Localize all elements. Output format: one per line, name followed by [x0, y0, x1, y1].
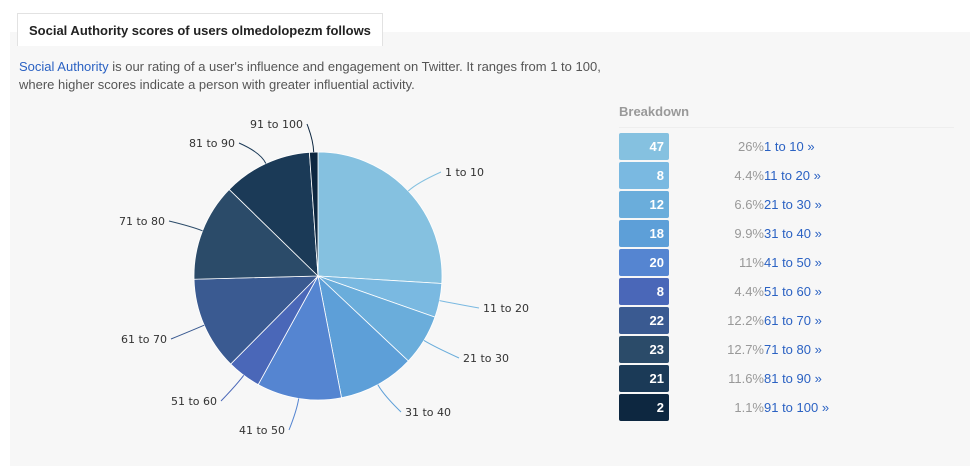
pie-leader-line — [407, 171, 442, 192]
breakdown-count-badge: 21 — [619, 365, 669, 392]
pie-leader-line — [306, 123, 315, 153]
pie-slice[interactable] — [308, 151, 319, 277]
pie-leader-line — [377, 384, 402, 413]
pie-slice-label: 41 to 50 — [239, 424, 285, 437]
pie-leader-line — [423, 340, 460, 359]
breakdown-range-link[interactable]: 71 to 80 » — [764, 342, 822, 357]
pie-chart: 1 to 10 11 to 20 21 to 30 31 to 40 41 to 50 5… — [119, 118, 529, 437]
breakdown-range-link[interactable]: 1 to 10 » — [764, 139, 815, 154]
pie-slice-label: 21 to 30 — [463, 352, 509, 365]
pie-slice[interactable] — [317, 274, 409, 399]
breakdown-range-link[interactable]: 31 to 40 » — [764, 226, 822, 241]
breakdown-percent: 4.4% — [734, 168, 764, 183]
breakdown-range-link[interactable]: 11 to 20 » — [764, 168, 821, 183]
pie-slice[interactable] — [193, 188, 319, 280]
breakdown-percent: 12.7% — [727, 342, 764, 357]
breakdown-percent: 4.4% — [734, 284, 764, 299]
breakdown-row: 22 12.2% 61 to 70 » — [619, 307, 959, 334]
breakdown-row: 8 4.4% 51 to 60 » — [619, 278, 959, 305]
pie-slice-label: 71 to 80 — [119, 215, 165, 228]
pie-slice[interactable] — [228, 151, 319, 278]
breakdown-range-link[interactable]: 21 to 30 » — [764, 197, 822, 212]
breakdown-percent: 9.9% — [734, 226, 764, 241]
breakdown-range-link[interactable]: 61 to 70 » — [764, 313, 822, 328]
pie-leader-line — [238, 142, 267, 164]
pie-slice-label: 11 to 20 — [483, 302, 529, 315]
breakdown-count-badge: 22 — [619, 307, 669, 334]
breakdown-row: 20 11% 41 to 50 » — [619, 249, 959, 276]
breakdown-row: 23 12.7% 71 to 80 » — [619, 336, 959, 363]
breakdown-range-link[interactable]: 41 to 50 » — [764, 255, 822, 270]
breakdown-row: 18 9.9% 31 to 40 » — [619, 220, 959, 247]
breakdown-range-link[interactable]: 91 to 100 » — [764, 400, 830, 415]
pie-slice-label: 1 to 10 — [445, 166, 484, 179]
breakdown-divider — [619, 127, 954, 128]
pie-leader-line — [170, 324, 205, 340]
content-panel — [10, 32, 970, 466]
description-text: is our rating of a user's influence and … — [19, 59, 601, 92]
breakdown-count-badge: 2 — [619, 394, 669, 421]
breakdown-percent: 26% — [737, 139, 764, 154]
breakdown-row: 47 26% 1 to 10 » — [619, 133, 959, 160]
breakdown-count-badge: 8 — [619, 278, 669, 305]
breakdown-percent: 12.2% — [727, 313, 764, 328]
breakdown-count-badge: 47 — [619, 133, 669, 160]
breakdown-row: 12 6.6% 21 to 30 » — [619, 191, 959, 218]
breakdown-percent: 1.1% — [734, 400, 764, 415]
breakdown-percent: 11.6% — [728, 371, 764, 386]
breakdown-range-link[interactable]: 51 to 60 » — [764, 284, 822, 299]
description: Social Authority is our rating of a user… — [19, 58, 619, 94]
breakdown-title: Breakdown — [619, 104, 690, 119]
pie-leader-line — [288, 398, 300, 431]
pie-leader-line — [439, 300, 480, 309]
breakdown-percent: 6.6% — [734, 197, 764, 212]
breakdown-count-badge: 8 — [619, 162, 669, 189]
breakdown-row: 2 1.1% 91 to 100 » — [619, 394, 959, 421]
breakdown-count-badge: 12 — [619, 191, 669, 218]
pie-leader-line — [168, 220, 203, 232]
breakdown-row: 8 4.4% 11 to 20 » — [619, 162, 959, 189]
page-title: Social Authority scores of users olmedol… — [17, 13, 383, 46]
breakdown-count-badge: 23 — [619, 336, 669, 363]
pie-slice-label: 91 to 100 — [250, 118, 303, 131]
breakdown-percent: 11% — [738, 255, 764, 270]
pie-slice[interactable] — [193, 275, 319, 365]
pie-slice[interactable] — [317, 151, 443, 284]
pie-slice-label: 61 to 70 — [121, 333, 167, 346]
pie-slice-label: 81 to 90 — [189, 137, 235, 150]
pie-slice-label: 31 to 40 — [405, 406, 451, 419]
breakdown-count-badge: 18 — [619, 220, 669, 247]
breakdown-count-badge: 20 — [619, 249, 669, 276]
social-authority-link[interactable]: Social Authority — [19, 59, 109, 74]
breakdown-range-link[interactable]: 81 to 90 » — [764, 371, 822, 386]
pie-leader-line — [220, 374, 245, 402]
breakdown-row: 21 11.6% 81 to 90 » — [619, 365, 959, 392]
pie-slice-label: 51 to 60 — [171, 395, 217, 408]
